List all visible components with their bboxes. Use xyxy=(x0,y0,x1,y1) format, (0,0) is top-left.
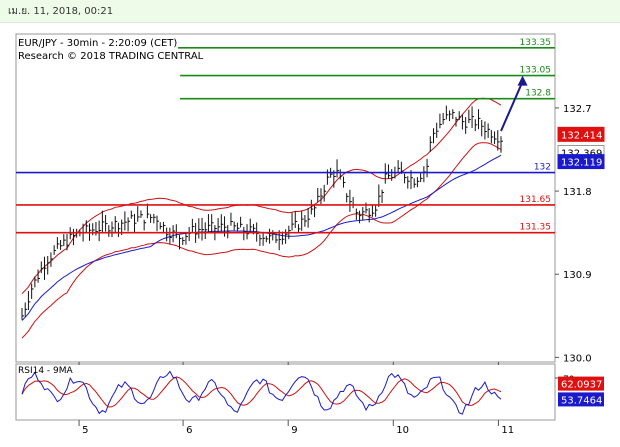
chart-frame xyxy=(15,33,556,421)
timestamp-label: เม.ย. 11, 2018, 00:21 xyxy=(8,6,114,17)
level-label-131.35: 131.35 xyxy=(520,223,552,233)
y-tick-label: 130.0 xyxy=(563,353,592,364)
price-tag-132.414: 132.414 xyxy=(561,130,602,141)
x-tick-label: 9 xyxy=(291,425,297,436)
upper-band xyxy=(21,97,502,295)
ma-line xyxy=(21,154,502,321)
chart-subtitle: Research © 2018 TRADING CENTRAL xyxy=(18,51,204,62)
support-resistance-levels: 133.35 133.05 132.8 132 131.65 131.35 xyxy=(16,38,555,234)
price-tag-132.369: 132.369 xyxy=(561,148,602,159)
level-label-132: 132 xyxy=(534,163,551,173)
chart-title: EUR/JPY - 30min - 2:20:09 (CET) xyxy=(18,38,177,49)
y-tick-label: 131.8 xyxy=(563,187,592,198)
level-label-132.8: 132.8 xyxy=(525,89,551,99)
rsi-panel-border xyxy=(15,363,556,421)
rsi-tag-53.7464: 53.7464 xyxy=(561,395,602,406)
rsi-tag-62.0937: 62.0937 xyxy=(561,380,602,391)
x-tick-label: 6 xyxy=(186,425,192,436)
level-label-133.05: 133.05 xyxy=(520,66,552,76)
x-tick-label: 5 xyxy=(82,425,88,436)
price-tag-box xyxy=(557,154,605,170)
y-tick-label: 132.7 xyxy=(563,104,592,115)
rsi-title: RSI14 - 9MA xyxy=(18,366,74,376)
lower-band xyxy=(21,142,502,339)
timestamp-bar: เม.ย. 11, 2018, 00:21 xyxy=(0,0,620,23)
moving-average xyxy=(21,154,502,321)
bollinger-bands xyxy=(21,97,502,339)
rsi-line xyxy=(21,370,502,415)
projection-arrow xyxy=(500,75,528,132)
level-label-133.35: 133.35 xyxy=(520,38,552,48)
projection-arrowhead xyxy=(517,75,528,86)
x-tick-label: 10 xyxy=(396,425,409,436)
time-axis: 5 6 9 10 11 xyxy=(78,362,514,436)
projection-line xyxy=(500,81,524,132)
rsi-tag-box xyxy=(558,376,604,391)
price-tag-132.119: 132.119 xyxy=(561,158,602,169)
rsi-tag-box xyxy=(558,392,604,407)
price-bars xyxy=(21,105,503,320)
level-label-131.65: 131.65 xyxy=(520,195,552,205)
price-axis: 130.0 130.9 131.8 132.7 xyxy=(555,104,592,364)
price-panel-border xyxy=(15,33,556,363)
price-tag-box xyxy=(557,126,605,142)
x-tick-label: 11 xyxy=(501,425,514,436)
y-tick-label: 130.9 xyxy=(563,270,592,281)
